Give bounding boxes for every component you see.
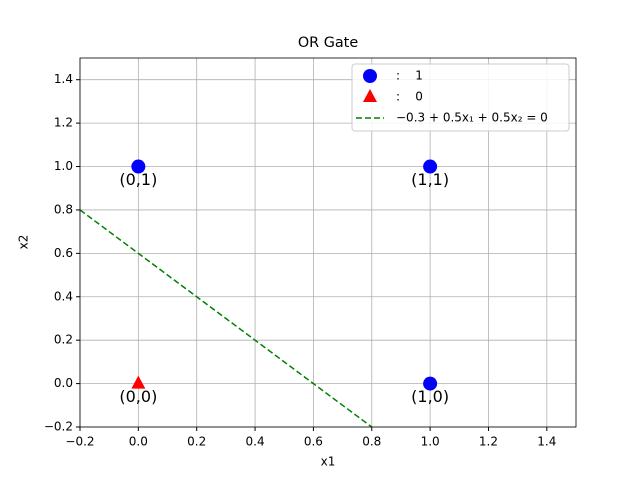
point-label: (1,1) bbox=[411, 170, 449, 189]
x-axis-label: x1 bbox=[321, 455, 336, 469]
plot-frame bbox=[79, 57, 577, 428]
y-tick-label: 1.0 bbox=[54, 159, 73, 173]
y-tick-label: 0.0 bbox=[54, 376, 73, 390]
point-label: (0,1) bbox=[119, 170, 157, 189]
point-label: (0,0) bbox=[119, 387, 157, 406]
y-tick-label: 0.8 bbox=[54, 202, 73, 216]
point bbox=[131, 159, 146, 174]
x-tick-label: 1.0 bbox=[421, 435, 440, 449]
y-axis-label: x2 bbox=[17, 235, 31, 250]
point bbox=[363, 89, 377, 102]
point bbox=[423, 159, 438, 174]
y-tick-label: 0.4 bbox=[54, 289, 73, 303]
chart-title: OR Gate bbox=[298, 35, 359, 51]
y-tick-label: 0.6 bbox=[54, 246, 73, 260]
decision-line bbox=[79, 209, 373, 428]
point bbox=[423, 376, 438, 391]
y-tick-label: −0.2 bbox=[44, 420, 73, 434]
x-tick-label: 0.6 bbox=[304, 435, 323, 449]
legend-label: : 0 bbox=[396, 90, 423, 104]
x-tick-label: 0.2 bbox=[187, 435, 206, 449]
point-label: (1,0) bbox=[411, 387, 449, 406]
y-tick-label: 1.2 bbox=[54, 116, 73, 130]
legend-label: −0.3 + 0.5x₁ + 0.5x₂ = 0 bbox=[396, 111, 548, 125]
x-tick-label: 1.4 bbox=[537, 435, 556, 449]
x-tick-label: 0.0 bbox=[129, 435, 148, 449]
point bbox=[131, 375, 146, 389]
x-tick-label: 0.4 bbox=[246, 435, 265, 449]
legend-label: : 1 bbox=[396, 69, 423, 83]
legend-box bbox=[351, 63, 570, 132]
x-tick-label: 1.2 bbox=[479, 435, 498, 449]
x-tick-label: 0.8 bbox=[362, 435, 381, 449]
point bbox=[363, 69, 377, 83]
y-tick-label: 1.4 bbox=[54, 72, 73, 86]
y-tick-label: 0.2 bbox=[54, 333, 73, 347]
x-tick-label: −0.2 bbox=[65, 435, 94, 449]
